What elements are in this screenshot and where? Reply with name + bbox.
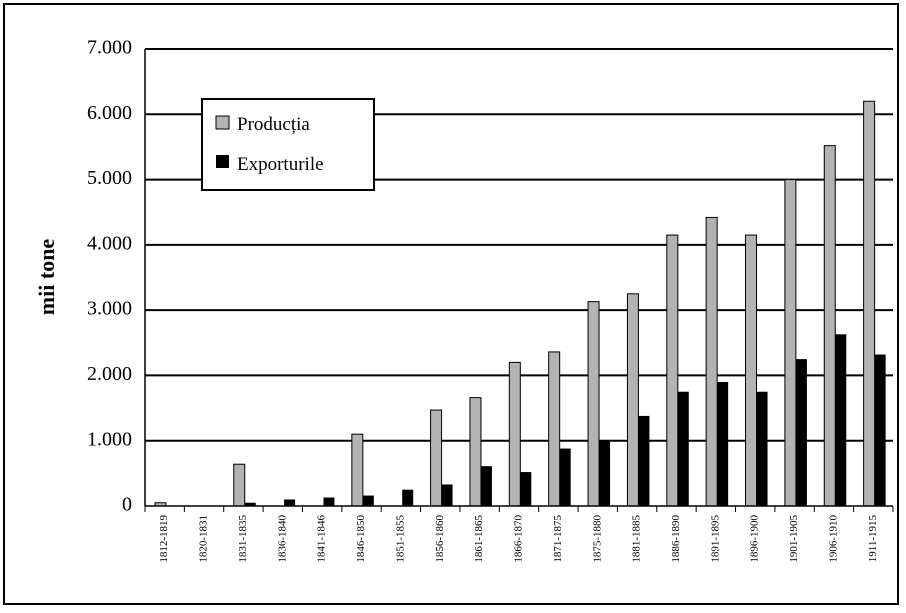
bar-exporturile <box>677 391 689 506</box>
x-tick-label: 1846-1850 <box>355 515 367 563</box>
bar-exporturile <box>284 499 296 506</box>
x-tick-label: 1861-1865 <box>473 515 485 563</box>
x-tick-label: 1875-1880 <box>591 515 603 563</box>
x-tick-labels: 1812-1819 1820-1831 1831-1835 1836-1840 1841… <box>144 506 894 563</box>
bar-exporturile <box>835 334 847 506</box>
bar-exporturile <box>717 381 729 506</box>
bar-productia <box>745 234 758 507</box>
bar-exporturile <box>244 502 256 506</box>
bar-exporturile <box>362 495 374 506</box>
bars <box>154 100 886 507</box>
x-tick-label: 1851-1855 <box>394 515 406 563</box>
legend-box <box>201 98 375 191</box>
bar-productia <box>508 361 521 507</box>
x-tick-label: 1896-1900 <box>749 515 761 563</box>
bar-productia <box>626 293 639 507</box>
x-tick-label: 1831-1835 <box>237 515 249 563</box>
bar-productia <box>548 351 561 507</box>
bar-exporturile <box>480 466 492 506</box>
y-tick-label: 1.000 <box>87 428 132 450</box>
bar-productia <box>233 463 246 507</box>
x-tick-label: 1812-1819 <box>158 515 170 563</box>
bar-exporturile <box>441 484 453 506</box>
legend-swatch-exporturile <box>216 155 229 168</box>
bar-exporturile <box>756 391 768 506</box>
x-tick-label: 1871-1875 <box>552 515 564 563</box>
bar-productia <box>430 409 443 507</box>
bar-exporturile <box>795 359 807 506</box>
x-tick-label: 1820-1831 <box>198 515 210 563</box>
legend-label-productia: Producția <box>237 114 310 135</box>
bar-exporturile <box>874 354 886 506</box>
y-tick-label: 2.000 <box>87 363 132 385</box>
bar-exporturile <box>323 497 335 506</box>
y-tick-label: 5.000 <box>87 167 132 189</box>
bar-exporturile <box>402 489 414 506</box>
x-tick-label: 1881-1885 <box>631 515 643 563</box>
legend: Producția Exporturile <box>201 98 375 191</box>
bar-productia <box>784 179 797 507</box>
y-tick-labels: 0 1.000 2.000 3.000 4.000 5.000 6.000 7.000 <box>87 37 132 516</box>
x-tick-label: 1891-1895 <box>709 515 721 563</box>
bar-exporturile <box>520 472 532 506</box>
bar-productia <box>469 397 482 507</box>
y-tick-label: 7.000 <box>87 37 132 59</box>
x-tick-label: 1906-1910 <box>827 515 839 563</box>
legend-label-exporturile: Exporturile <box>237 154 324 175</box>
legend-swatch-productia <box>215 115 230 130</box>
bar-exporturile <box>559 448 571 506</box>
bar-productia <box>863 100 876 507</box>
y-tick-label: 4.000 <box>87 232 132 254</box>
x-tick-label: 1911-1915 <box>867 515 879 563</box>
y-tick-label: 6.000 <box>87 102 132 124</box>
bar-productia <box>705 216 718 507</box>
x-tick-label: 1836-1840 <box>276 515 288 563</box>
bar-exporturile <box>638 415 650 506</box>
bar-productia <box>351 433 364 507</box>
x-tick-label: 1901-1905 <box>788 515 800 563</box>
x-tick-label: 1856-1860 <box>434 515 446 563</box>
y-tick-label: 0 <box>122 494 132 516</box>
y-axis-title: mii tone <box>34 239 59 316</box>
bar-exporturile <box>599 441 611 506</box>
x-tick-label: 1866-1870 <box>513 515 525 563</box>
bar-productia <box>587 301 600 507</box>
x-tick-label: 1886-1890 <box>670 515 682 563</box>
bar-productia <box>666 234 679 507</box>
x-tick-label: 1841-1846 <box>316 515 328 563</box>
y-tick-label: 3.000 <box>87 298 132 320</box>
bar-productia <box>823 145 836 507</box>
